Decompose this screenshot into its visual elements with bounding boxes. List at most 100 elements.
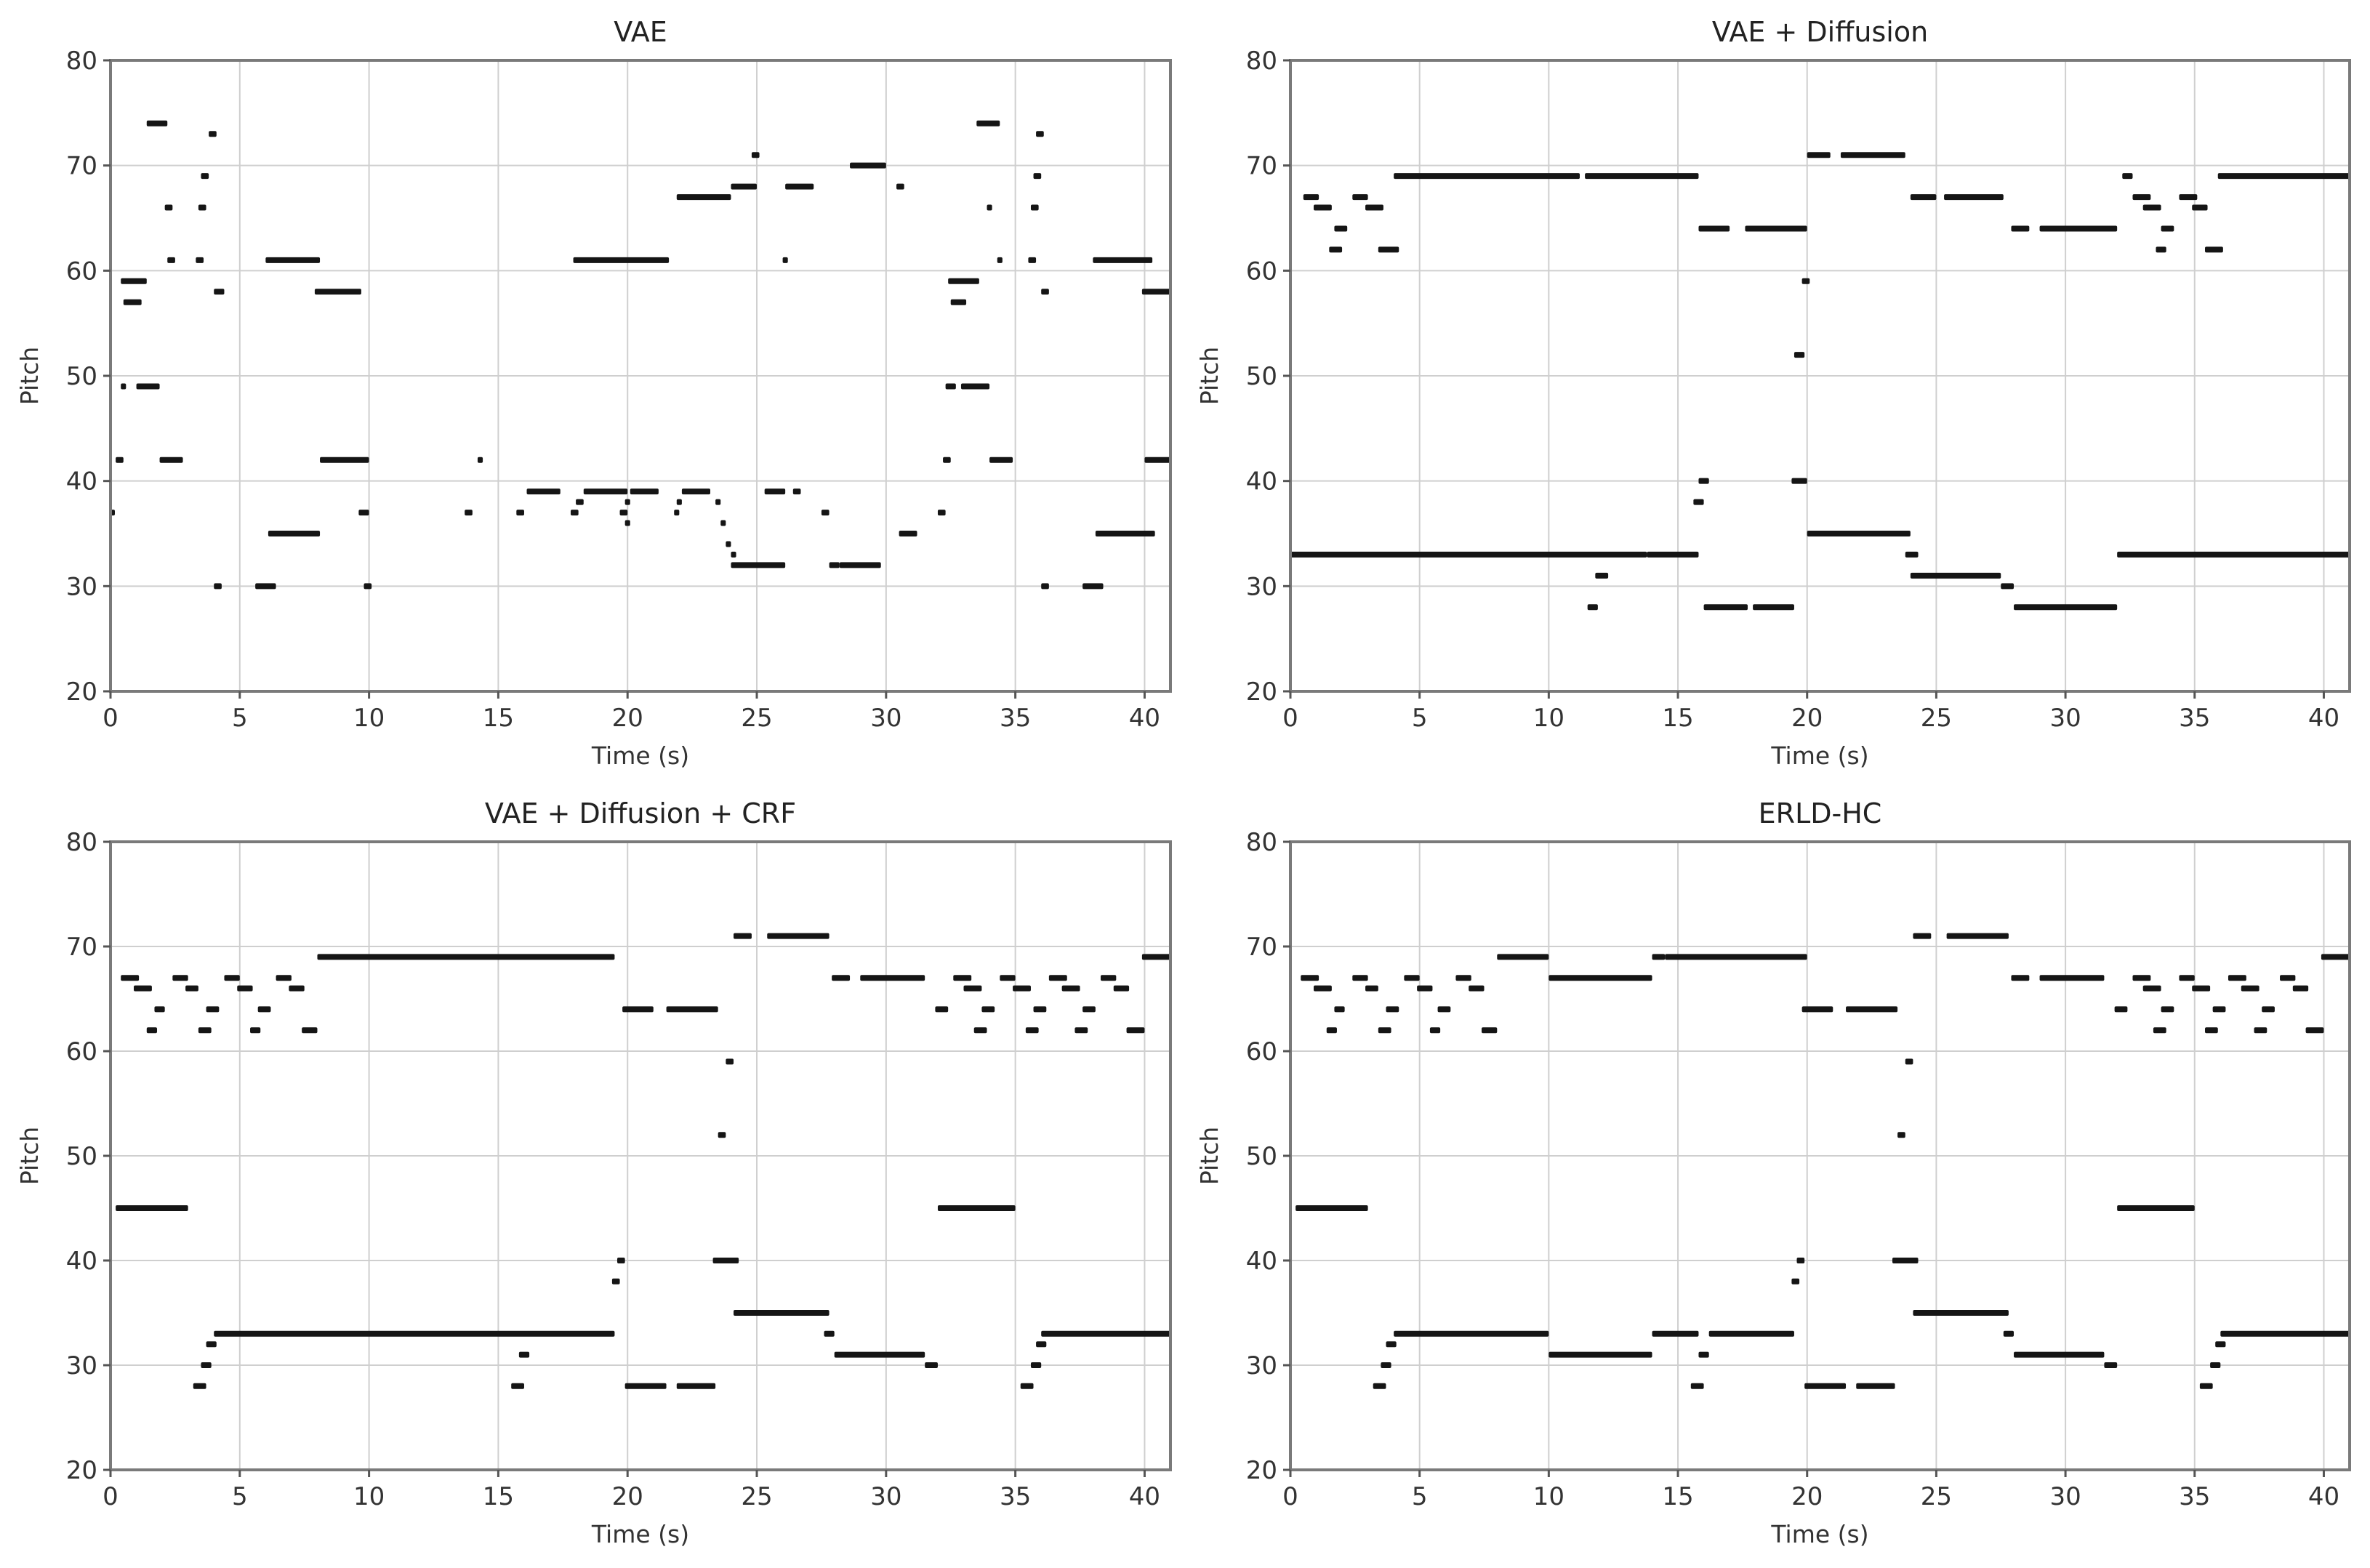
note-bar — [1048, 975, 1067, 981]
note-bar — [2142, 985, 2161, 992]
note-bar — [1093, 257, 1153, 263]
y-tick-label: 40 — [66, 1247, 97, 1276]
note-bar — [2003, 1330, 2014, 1337]
note-bar — [2142, 204, 2161, 211]
chart-title: VAE — [614, 16, 667, 48]
note-bar — [2161, 225, 2174, 232]
note-bar — [518, 1351, 530, 1358]
y-tick-label: 20 — [66, 1456, 97, 1485]
note-bar — [576, 499, 584, 505]
note-bar — [1745, 225, 1807, 232]
note-bar — [583, 489, 628, 495]
note-bar — [1455, 975, 1471, 981]
note-bar — [734, 1310, 830, 1316]
note-bar — [1801, 278, 1810, 284]
y-tick-label: 80 — [1246, 47, 1277, 76]
x-tick-label: 35 — [1000, 1482, 1031, 1511]
note-bar — [1807, 531, 1911, 536]
note-bar — [624, 499, 630, 505]
x-tick-label: 15 — [1662, 1482, 1693, 1511]
note-bar — [2305, 1027, 2324, 1034]
note-bar — [201, 173, 209, 180]
note-bar — [2199, 1383, 2213, 1389]
note-bar — [1587, 604, 1598, 611]
note-bar — [1840, 152, 1905, 158]
note-bar — [193, 1383, 206, 1389]
note-bar — [2215, 1341, 2226, 1348]
note-bar — [121, 383, 126, 390]
note-bar — [1296, 1205, 1368, 1211]
x-tick-label: 5 — [1412, 1482, 1428, 1511]
note-bar — [2114, 1006, 2128, 1013]
note-bar — [1905, 1058, 1913, 1065]
note-bar — [2280, 975, 2296, 981]
y-tick-label: 80 — [66, 47, 97, 76]
note-bar — [839, 562, 881, 568]
x-tick-label: 10 — [1533, 1482, 1564, 1511]
x-tick-label: 25 — [741, 704, 772, 733]
x-tick-label: 40 — [2308, 1482, 2339, 1511]
note-bar — [1693, 499, 1704, 505]
note-bar — [1548, 975, 1652, 981]
y-tick-label: 40 — [66, 467, 97, 496]
note-bar — [1647, 551, 1699, 558]
x-axis-label: Time (s) — [591, 741, 689, 770]
x-tick-label: 20 — [612, 1482, 643, 1511]
note-bar — [2156, 246, 2166, 253]
note-bar — [2179, 194, 2198, 201]
note-bar — [976, 120, 1000, 126]
x-tick-label: 30 — [2049, 1482, 2081, 1511]
note-bar — [2132, 194, 2151, 201]
note-bar — [1910, 194, 1937, 201]
note-bar — [1126, 1027, 1145, 1034]
y-tick-label: 20 — [1246, 678, 1277, 707]
note-bar — [1144, 457, 1170, 463]
note-bar — [1041, 583, 1049, 590]
note-bar — [206, 1006, 220, 1013]
note-bar — [1946, 933, 2009, 939]
note-bar — [134, 985, 152, 992]
note-bar — [1791, 478, 1807, 484]
note-bar — [624, 1383, 667, 1389]
x-tick-label: 30 — [870, 704, 901, 733]
note-bar — [268, 531, 321, 536]
note-bar — [1113, 985, 1130, 992]
chart-panel-vae_diff_crf: 0 5 10 15 20 25 30 35 40 20 30 40 50 60 70 80 VAE + Diff… — [15, 797, 1172, 1548]
note-bar — [573, 257, 670, 263]
y-tick-label: 50 — [66, 362, 97, 391]
note-bar — [945, 383, 956, 390]
note-bar — [896, 183, 904, 190]
chart-title: VAE + Diffusion — [1712, 16, 1928, 48]
note-bar — [1846, 1006, 1898, 1013]
note-bar — [987, 204, 992, 211]
note-bar — [1595, 572, 1609, 579]
x-tick-label: 25 — [1921, 1482, 1952, 1511]
note-bar — [2011, 225, 2030, 232]
note-bar — [712, 1258, 739, 1263]
x-tick-label: 15 — [1662, 704, 1693, 733]
y-tick-label: 80 — [66, 828, 97, 857]
note-bar — [948, 278, 979, 284]
y-tick-label: 20 — [66, 678, 97, 707]
chart-panel-vae: 0 5 10 15 20 25 30 35 40 20 30 40 50 60 70 80 VAE Time (s… — [15, 16, 1172, 770]
note-bar — [1378, 1027, 1391, 1034]
y-tick-label: 50 — [1246, 362, 1277, 391]
note-bar — [2204, 246, 2223, 253]
note-bar — [2001, 583, 2014, 590]
x-tick-label: 25 — [1921, 704, 1952, 733]
note-bar — [1290, 551, 1647, 558]
x-tick-label: 20 — [612, 704, 643, 733]
note-bar — [1141, 954, 1170, 960]
note-bar — [1386, 1006, 1399, 1013]
note-bar — [1025, 1027, 1039, 1034]
note-bar — [1913, 1310, 2009, 1316]
note-bar — [1041, 289, 1049, 295]
note-bar — [363, 583, 372, 590]
note-bar — [981, 1006, 995, 1013]
note-bar — [953, 975, 972, 981]
note-bar — [1665, 954, 1807, 960]
note-bar — [302, 1027, 318, 1034]
x-tick-label: 0 — [1282, 704, 1298, 733]
note-bar — [1061, 985, 1080, 992]
note-bar — [1690, 1383, 1704, 1389]
